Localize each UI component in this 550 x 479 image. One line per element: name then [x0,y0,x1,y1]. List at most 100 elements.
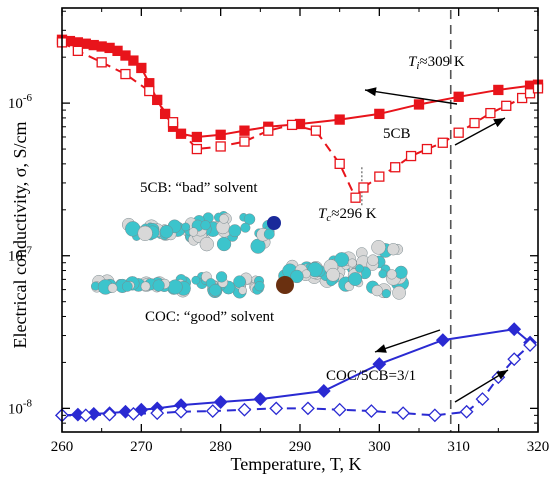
arrow-shaft [364,89,458,105]
arrow-layer [364,87,509,403]
heating-arrow-coc [454,369,509,403]
atom [367,254,379,266]
tick-layer: 260 270 280 290 300 310 320 10-8 10-7 10-6 [8,8,549,455]
data-point [301,401,315,416]
x-tick-label: 260 [51,439,74,455]
data-point [469,117,480,129]
data-point [269,401,284,416]
heteroatom [276,276,294,294]
ti-annotation: Ti≈309 K [408,54,465,72]
atom [159,224,174,239]
atom [215,271,228,283]
data-point [215,129,226,140]
series-2 [55,322,537,423]
series-line [61,328,531,417]
atom [387,243,400,256]
data-point [144,85,155,97]
data-point [358,182,369,193]
data-point [453,127,464,138]
atom [371,285,383,297]
data-point [286,119,298,131]
x-tick-label: 280 [209,439,232,455]
arrow-head [493,118,505,128]
data-point [372,357,387,372]
5cb-solvent-label: 5CB: “bad” solvent [140,180,258,196]
data-point [239,125,250,136]
data-point [253,392,268,407]
data-point [421,143,433,155]
data-point [191,131,203,143]
atom [290,269,304,284]
atom [378,269,388,279]
x-tick-label: 310 [447,439,470,455]
cooling-arrow-5cb [364,87,458,105]
atom [137,225,153,241]
heteroatom [267,216,281,230]
atom [263,228,275,240]
atom [348,272,363,287]
data-point [150,406,165,421]
atom [152,279,165,292]
atom [188,227,199,237]
data-point [437,137,448,148]
data-point [507,322,522,337]
atom [381,289,391,299]
data-point [427,408,442,423]
data-point [459,404,474,419]
data-point [78,408,93,423]
atom [200,220,211,231]
data-point [174,404,188,419]
atom [107,283,118,293]
data-point [374,171,385,182]
data-point [205,404,220,418]
cooling-arrow-coc [374,329,441,353]
data-point [405,150,417,162]
atom [355,264,364,273]
atom [209,283,222,297]
atom [254,280,265,292]
atom [140,281,151,292]
data-point [493,84,504,96]
series-line [62,344,531,417]
5cb-label: 5CB [383,126,411,142]
data-point [120,68,131,80]
atom [181,222,191,232]
arrow-shaft [374,329,441,353]
y-tick-label: 10-8 [8,397,33,417]
atom [167,279,183,295]
data-point [350,192,361,203]
x-tick-label: 270 [130,439,153,455]
data-point [237,402,252,417]
data-point [239,136,250,147]
atom [334,252,350,268]
arrow-head [375,344,387,353]
y-tick-label: 10-7 [8,245,33,265]
5cb-molecule-illustration [121,211,281,254]
coc-solvent-label: COC: “good” solvent [145,309,275,325]
data-point [167,117,179,128]
x-axis-title: Temperature, T, K [230,454,361,474]
data-point [215,141,226,152]
data-point [316,384,331,398]
arrow-head [496,370,508,380]
y-tick-label: 10-6 [8,92,33,112]
data-point [191,143,203,155]
data-point [96,57,107,68]
data-point [213,395,228,409]
y-axis-title: Electrical conductivity, σ, S/cm [10,122,30,349]
atom [326,267,340,282]
data-point [374,108,385,120]
atom [191,275,201,285]
atom [240,222,251,233]
atom [218,213,229,224]
data-point [263,125,274,136]
data-point [332,402,347,417]
data-point [128,55,139,66]
atom [228,224,242,238]
arrow-head [365,87,377,97]
data-point [507,352,522,367]
heating-arrow-5cb [454,117,506,146]
atom [392,285,406,300]
coc-molecule-illustration [91,240,409,300]
data-point [396,406,411,421]
